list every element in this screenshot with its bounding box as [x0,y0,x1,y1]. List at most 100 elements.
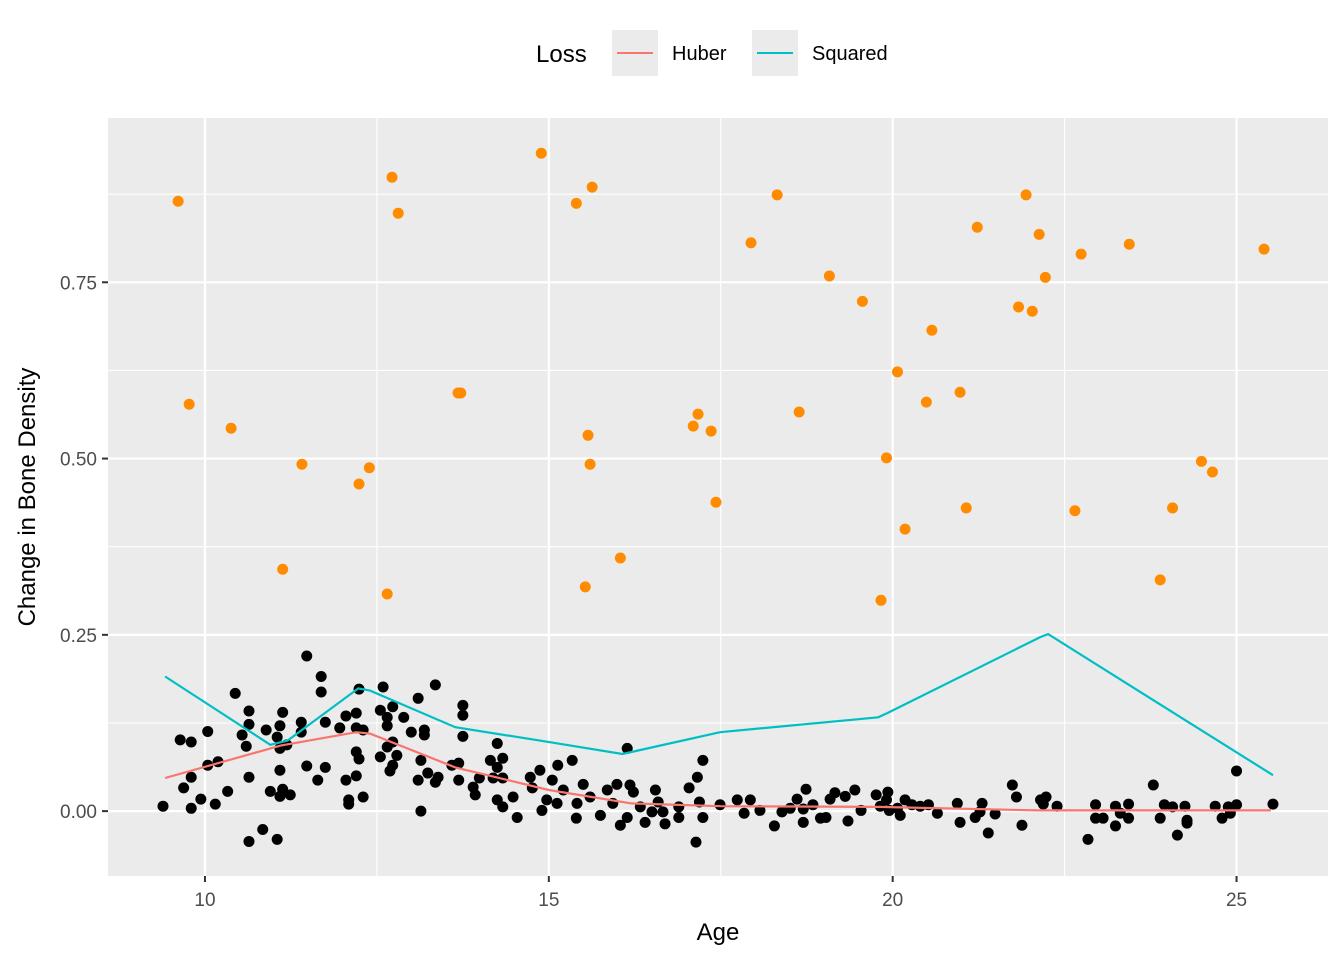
data-point [260,724,272,736]
outlier-point [1258,243,1270,255]
y-tick-label: 0.25 [60,626,97,647]
data-point [931,807,943,819]
data-point [484,754,496,766]
data-point [1267,798,1279,810]
data-point [546,774,558,786]
outlier-point [1075,248,1087,260]
data-point [982,827,994,839]
data-point [350,707,362,719]
data-point [807,799,819,811]
data-point [295,716,307,728]
data-point [398,711,410,723]
data-point [277,706,289,718]
outlier-point [1020,189,1032,201]
data-point [185,802,197,814]
outlier-point [692,408,704,420]
legend-label-huber: Huber [672,43,727,65]
data-point [157,800,169,812]
data-point [429,679,441,691]
data-point [744,794,756,806]
data-point [1231,765,1243,777]
data-point [405,726,417,738]
outlier-point [875,594,887,606]
data-point [976,797,988,809]
data-point [683,782,695,794]
data-point [202,725,214,737]
outlier-point [891,366,903,378]
data-point [536,804,548,816]
data-point [639,816,651,828]
outlier-point [960,502,972,514]
data-point [391,749,403,761]
data-point [271,833,283,845]
data-point [552,759,564,771]
data-point [594,809,606,821]
data-point [797,816,809,828]
outlier-point [856,295,868,307]
data-point [697,811,709,823]
outlier-point [1026,305,1038,317]
data-point [243,705,255,717]
data-point [1090,812,1102,824]
data-point [319,716,331,728]
data-point [1171,829,1183,841]
data-point [315,670,327,682]
data-point [1090,799,1102,811]
data-point [657,806,669,818]
outlier-point [392,207,404,219]
data-point [418,729,430,741]
data-point [697,754,709,766]
data-point [374,751,386,763]
outlier-point [1013,301,1025,313]
data-point [353,753,365,765]
data-point [457,699,469,711]
data-point [491,761,503,773]
data-point [301,650,313,662]
data-point [614,819,626,831]
data-point [473,772,485,784]
outlier-point [1069,505,1081,517]
data-point [731,794,743,806]
data-point [797,803,809,815]
outlier-point [455,387,467,399]
data-point [507,791,519,803]
data-point [257,823,269,835]
data-point [195,793,207,805]
line-squared [164,632,1274,777]
data-point [882,786,894,798]
y-tick-label: 0.50 [60,450,97,471]
data-point [243,835,255,847]
data-point [453,757,465,769]
legend-label-squared: Squared [812,43,888,65]
data-point [839,790,851,802]
data-point [236,729,248,741]
outlier-point [880,452,892,464]
data-point [412,774,424,786]
outlier-point [381,588,393,600]
x-tick-label: 25 [1226,890,1247,911]
data-point [185,736,197,748]
data-point [611,778,623,790]
data-point [894,809,906,821]
outlier-point [920,396,932,408]
data-point [1123,798,1135,810]
x-tick-label: 20 [882,890,903,911]
data-point [524,771,536,783]
outlier-point [971,221,983,233]
data-point [820,811,832,823]
data-point [842,815,854,827]
outlier-point [584,458,596,470]
outlier-point [710,496,722,508]
data-point [229,687,241,699]
data-point [1037,798,1049,810]
data-point [284,789,296,801]
data-point [457,709,469,721]
data-point [415,805,427,817]
data-point [754,804,766,816]
legend: Loss Huber Squared [536,30,888,76]
x-axis-title: Age [697,919,740,946]
data-point [1181,817,1193,829]
outlier-point [172,195,184,207]
data-point [453,774,465,786]
